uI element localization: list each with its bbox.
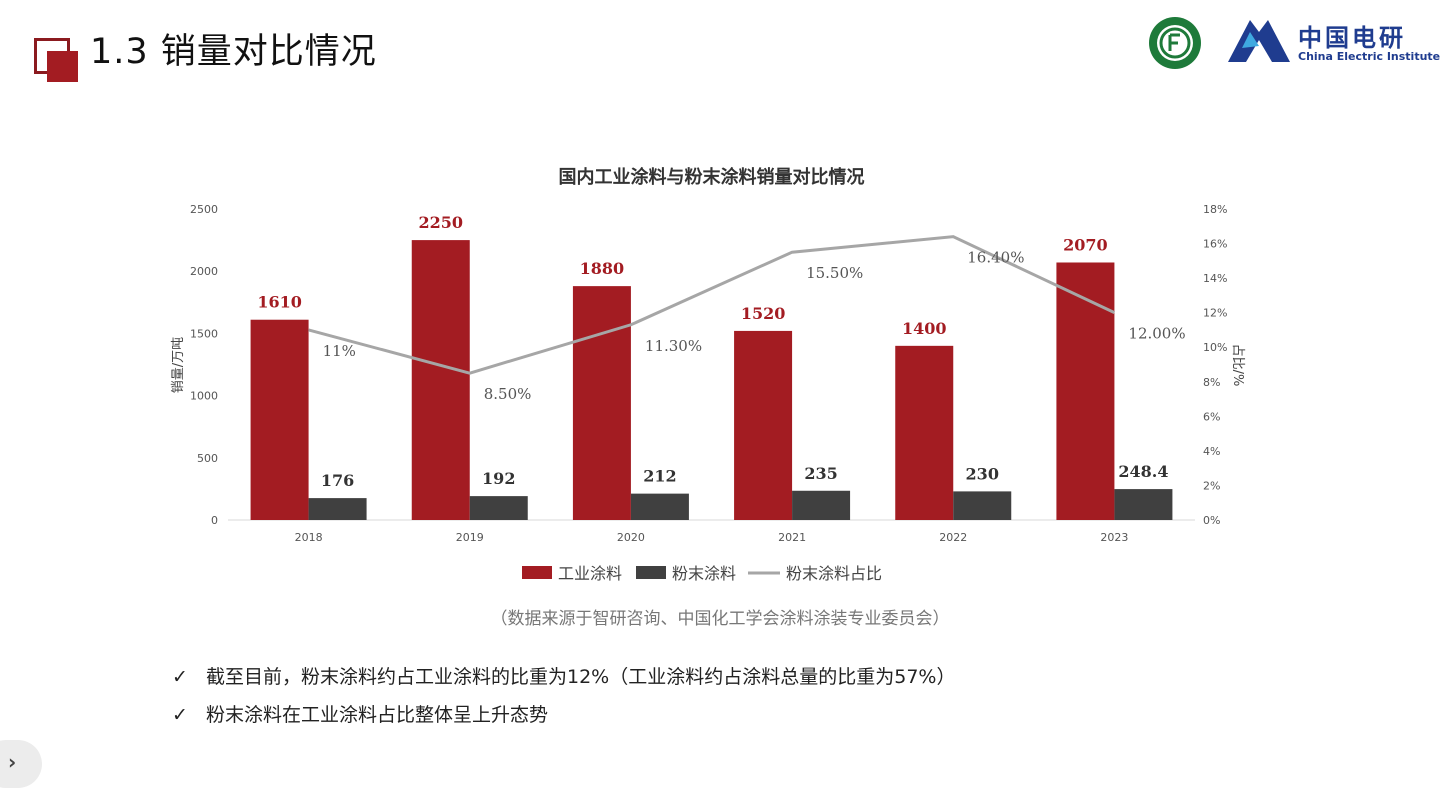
y2-tick-label: 10%: [1203, 341, 1227, 354]
y2-tick-label: 0%: [1203, 514, 1220, 527]
y-tick-label: 0: [211, 514, 218, 527]
bar-工业涂料: [572, 286, 631, 520]
bar-data-label: 1880: [580, 259, 625, 278]
line-data-label: 11%: [323, 342, 356, 360]
bar-工业涂料: [895, 345, 954, 520]
page-title: 1.3 销量对比情况: [90, 32, 377, 72]
y2-axis-label: 占比/%: [1230, 344, 1245, 387]
x-tick-label: 2020: [617, 531, 645, 544]
bar-data-label: 2070: [1063, 235, 1108, 254]
y2-tick-label: 14%: [1203, 272, 1227, 285]
bullet-item-1: ✓ 截至目前，粉末涂料约占工业涂料的比重为12%（工业涂料约占涂料总量的比重为57…: [172, 662, 955, 689]
y2-tick-label: 18%: [1203, 203, 1227, 216]
bullet-text-2: 粉末涂料在工业涂料占比整体呈上升态势: [206, 704, 549, 726]
bar-工业涂料: [734, 330, 793, 520]
bar-粉末涂料: [953, 491, 1012, 520]
y2-tick-label: 8%: [1203, 376, 1220, 389]
line-data-label: 11.30%: [645, 337, 702, 355]
y2-tick-label: 16%: [1203, 238, 1227, 251]
next-slide-button[interactable]: ›: [0, 740, 42, 788]
legend-label: 工业涂料: [558, 564, 622, 583]
source-note: （数据来源于智研咨询、中国化工学会涂料涂装专业委员会）: [490, 609, 950, 629]
x-tick-label: 2018: [295, 531, 323, 544]
share-line: [308, 235, 1116, 375]
check-icon: ✓: [172, 666, 188, 688]
bar-data-label: 1610: [257, 293, 302, 312]
x-tick-label: 2021: [778, 531, 806, 544]
line-data-label: 16.40%: [967, 249, 1024, 267]
y-axis-label: 销量/万吨: [171, 337, 186, 393]
logo-cn-text: 中国电研: [1298, 24, 1406, 52]
bar-粉末涂料: [792, 490, 851, 520]
bullet-text-1: 截至目前，粉末涂料约占工业涂料的比重为12%（工业涂料约占涂料总量的比重为57%…: [206, 666, 956, 688]
bar-工业涂料: [411, 240, 470, 520]
cei-logo: 中国电研 China Electric Institute: [1228, 18, 1440, 66]
chart-title: 国内工业涂料与粉末涂料销量对比情况: [559, 166, 865, 188]
bar-工业涂料: [1056, 262, 1115, 520]
bar-粉末涂料: [469, 496, 528, 520]
bar-data-label: 230: [966, 464, 999, 483]
bullet-item-2: ✓ 粉末涂料在工业涂料占比整体呈上升态势: [172, 700, 548, 727]
line-data-label: 15.50%: [806, 264, 863, 282]
bar-data-label: 235: [804, 464, 837, 483]
x-tick-label: 2022: [939, 531, 967, 544]
y-tick-label: 1000: [190, 390, 218, 403]
legend-label: 粉末涂料占比: [786, 564, 882, 583]
line-data-label: 8.50%: [484, 385, 532, 403]
y-tick-label: 2500: [190, 203, 218, 216]
bar-data-label: 2250: [418, 213, 463, 232]
y2-tick-label: 4%: [1203, 445, 1220, 458]
y-tick-label: 2000: [190, 265, 218, 278]
seal-logo-icon: [1149, 17, 1201, 69]
line-data-label: 12.00%: [1128, 325, 1185, 343]
y2-tick-label: 6%: [1203, 410, 1220, 423]
x-tick-label: 2019: [456, 531, 484, 544]
x-tick-label: 2023: [1100, 531, 1128, 544]
title-mark-icon: [34, 38, 78, 82]
legend-swatch-powder: [636, 566, 666, 579]
chevron-right-icon: ›: [8, 750, 17, 774]
bar-data-label: 192: [482, 469, 515, 488]
y-tick-label: 1500: [190, 327, 218, 340]
bar-data-label: 176: [321, 471, 354, 490]
sales-chart: 国内工业涂料与粉末涂料销量对比情况 0 500 1000 1500 2000 2500 0% 2…: [171, 166, 1245, 583]
bar-粉末涂料: [1114, 489, 1173, 520]
cei-mountain-icon: [1228, 20, 1290, 62]
logo-en-text: China Electric Institute: [1298, 50, 1440, 63]
check-icon: ✓: [172, 704, 188, 726]
legend-label: 粉末涂料: [672, 564, 736, 583]
bar-data-label: 248.4: [1118, 462, 1168, 481]
bar-data-label: 212: [643, 467, 676, 486]
legend-swatch-industrial: [522, 566, 552, 579]
y2-tick-label: 2%: [1203, 479, 1220, 492]
bar-data-label: 1520: [741, 304, 786, 323]
y-tick-label: 500: [197, 452, 218, 465]
bar-工业涂料: [250, 319, 309, 520]
bar-粉末涂料: [630, 493, 689, 520]
bar-粉末涂料: [308, 498, 367, 520]
bar-data-label: 1400: [902, 319, 947, 338]
y2-tick-label: 12%: [1203, 307, 1227, 320]
